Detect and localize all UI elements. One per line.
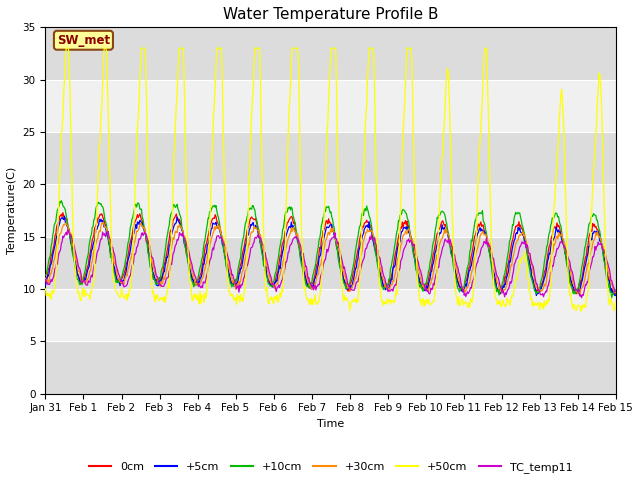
Bar [45, 341, 616, 394]
Title: Water Temperature Profile B: Water Temperature Profile B [223, 7, 438, 22]
Y-axis label: Temperature(C): Temperature(C) [7, 167, 17, 254]
Bar [45, 237, 616, 289]
X-axis label: Time: Time [317, 419, 344, 429]
Bar [45, 27, 616, 80]
Bar [45, 184, 616, 237]
Bar [45, 80, 616, 132]
Bar [45, 289, 616, 341]
Text: SW_met: SW_met [57, 34, 110, 47]
Bar [45, 132, 616, 184]
Legend: 0cm, +5cm, +10cm, +30cm, +50cm, TC_temp11: 0cm, +5cm, +10cm, +30cm, +50cm, TC_temp1… [84, 458, 577, 478]
